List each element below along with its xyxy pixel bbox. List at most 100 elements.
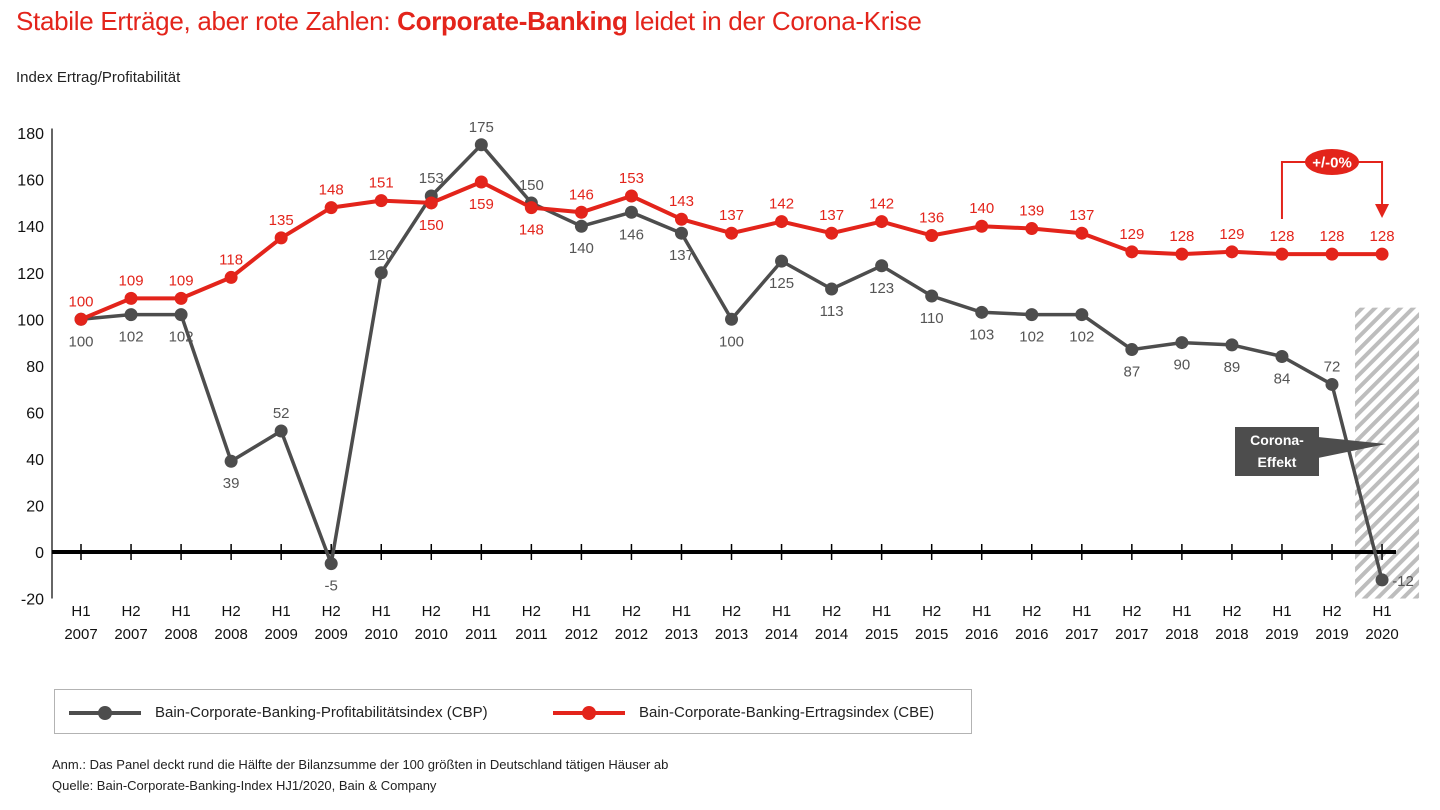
x-tick-label-year: 2016 bbox=[965, 626, 998, 643]
title-part-2: leidet in der Corona-Krise bbox=[627, 6, 922, 36]
corona-callout-line-2: Effekt bbox=[1258, 454, 1297, 470]
x-tick-label-half: H2 bbox=[822, 603, 841, 620]
x-tick-label-half: H2 bbox=[322, 603, 341, 620]
x-tick-label-half: H1 bbox=[972, 603, 991, 620]
x-tick-label-half: H1 bbox=[1072, 603, 1091, 620]
data-label-cbe: 137 bbox=[819, 207, 844, 224]
title-part-1: Stabile Erträge, aber rote Zahlen: bbox=[16, 6, 398, 36]
data-point-cbp bbox=[925, 289, 939, 303]
data-label-cbp: 102 bbox=[1019, 329, 1044, 346]
y-tick-label: 0 bbox=[35, 545, 44, 562]
y-tick-label: 140 bbox=[17, 219, 44, 236]
data-point-cbe bbox=[875, 215, 889, 229]
data-point-cbe bbox=[224, 270, 238, 284]
data-label-cbe: 136 bbox=[919, 210, 944, 227]
legend-symbol-cbp bbox=[69, 705, 141, 720]
x-tick-label-year: 2013 bbox=[665, 626, 698, 643]
data-point-cbe bbox=[925, 229, 939, 243]
x-tick-label-half: H1 bbox=[272, 603, 291, 620]
data-label-cbp: 90 bbox=[1174, 357, 1191, 374]
data-label-cbe: 128 bbox=[1269, 228, 1294, 245]
x-tick-label-half: H2 bbox=[1022, 603, 1041, 620]
y-tick-label: 40 bbox=[26, 452, 44, 469]
x-tick-label-half: H1 bbox=[1172, 603, 1191, 620]
legend-symbol-cbe bbox=[553, 705, 625, 720]
data-label-cbe: 151 bbox=[369, 175, 394, 192]
x-tick-label-year: 2014 bbox=[765, 626, 798, 643]
data-label-cbe: 153 bbox=[619, 170, 644, 187]
data-label-cbp: 102 bbox=[1069, 329, 1094, 346]
data-label-cbp: 87 bbox=[1123, 364, 1140, 381]
change-badge-label: +/-0% bbox=[1312, 155, 1352, 172]
y-tick-label: 80 bbox=[26, 359, 44, 376]
x-tick-label-half: H1 bbox=[71, 603, 90, 620]
x-tick-label-year: 2011 bbox=[515, 626, 547, 643]
x-tick-label-half: H2 bbox=[222, 603, 241, 620]
x-tick-label-half: H1 bbox=[1372, 603, 1391, 620]
data-point-cbe bbox=[1075, 226, 1089, 240]
data-point-cbe bbox=[674, 212, 688, 226]
data-label-cbp: 140 bbox=[569, 240, 594, 257]
change-badge-bg bbox=[1305, 149, 1359, 175]
data-label-cbp: 113 bbox=[820, 303, 844, 320]
data-label-cbp: 175 bbox=[469, 119, 494, 136]
data-label-cbp: -5 bbox=[325, 578, 338, 595]
x-tick-label-year: 2015 bbox=[915, 626, 948, 643]
x-tick-label-half: H1 bbox=[872, 603, 891, 620]
data-label-cbp: 120 bbox=[369, 247, 394, 264]
x-tick-label-year: 2018 bbox=[1165, 626, 1198, 643]
data-point-cbe bbox=[1275, 247, 1289, 261]
data-label-cbe: 118 bbox=[219, 251, 243, 268]
x-tick-label-year: 2009 bbox=[264, 626, 297, 643]
x-tick-label-year: 2014 bbox=[815, 626, 848, 643]
data-label-cbe: 148 bbox=[519, 222, 544, 239]
data-label-cbe: 142 bbox=[869, 196, 894, 213]
y-axis-title: Index Ertrag/Profitabilität bbox=[16, 69, 181, 86]
data-label-cbe: 140 bbox=[969, 200, 994, 217]
data-label-cbe: 128 bbox=[1319, 228, 1344, 245]
data-point-cbe bbox=[1225, 245, 1239, 259]
data-point-cbp bbox=[224, 454, 238, 468]
data-point-cbp bbox=[825, 282, 839, 296]
data-point-cbe bbox=[424, 196, 438, 210]
data-label-cbe: 109 bbox=[169, 272, 194, 289]
y-tick-label: 100 bbox=[17, 312, 44, 329]
data-label-cbe: 137 bbox=[1069, 207, 1094, 224]
y-tick-label: 120 bbox=[17, 266, 44, 283]
data-label-cbp: 52 bbox=[273, 405, 290, 422]
x-tick-label-year: 2009 bbox=[315, 626, 348, 643]
data-point-cbp bbox=[274, 424, 288, 438]
data-point-cbp bbox=[975, 305, 989, 319]
x-tick-label-half: H2 bbox=[522, 603, 541, 620]
data-point-cbe bbox=[1125, 245, 1139, 259]
data-label-cbe: 150 bbox=[419, 217, 444, 234]
data-point-cbe bbox=[1325, 247, 1339, 261]
data-label-cbe: 109 bbox=[119, 272, 144, 289]
x-tick-label-half: H1 bbox=[1272, 603, 1291, 620]
x-tick-label-year: 2017 bbox=[1065, 626, 1098, 643]
footnote-quelle: Quelle: Bain-Corporate-Banking-Index HJ1… bbox=[52, 778, 437, 793]
chart-legend: Bain-Corporate-Banking-Profitabilitätsin… bbox=[54, 689, 972, 734]
data-label-cbp: 146 bbox=[619, 226, 644, 243]
data-point-cbe bbox=[775, 215, 789, 229]
x-tick-label-half: H1 bbox=[572, 603, 591, 620]
x-tick-label-half: H2 bbox=[922, 603, 941, 620]
data-point-cbp bbox=[674, 226, 688, 240]
data-label-cbp: 137 bbox=[669, 247, 694, 264]
data-point-cbe bbox=[324, 201, 338, 215]
x-tick-label-year: 2013 bbox=[715, 626, 748, 643]
data-point-cbp bbox=[1125, 343, 1139, 357]
footnote-anm: Anm.: Das Panel deckt rund die Hälfte de… bbox=[52, 757, 669, 772]
data-point-cbe bbox=[74, 312, 88, 326]
y-tick-label: 160 bbox=[17, 173, 44, 190]
data-label-cbe: 146 bbox=[569, 186, 594, 203]
data-label-cbp: 84 bbox=[1274, 371, 1291, 388]
x-tick-label-year: 2011 bbox=[465, 626, 497, 643]
data-label-cbe: 129 bbox=[1219, 226, 1244, 243]
data-point-cbp bbox=[1075, 308, 1089, 322]
data-label-cbp: 102 bbox=[169, 329, 194, 346]
x-tick-label-half: H1 bbox=[372, 603, 391, 620]
data-label-cbe: 159 bbox=[469, 196, 494, 213]
data-point-cbp bbox=[1025, 308, 1039, 322]
data-label-cbp: 100 bbox=[719, 333, 744, 350]
